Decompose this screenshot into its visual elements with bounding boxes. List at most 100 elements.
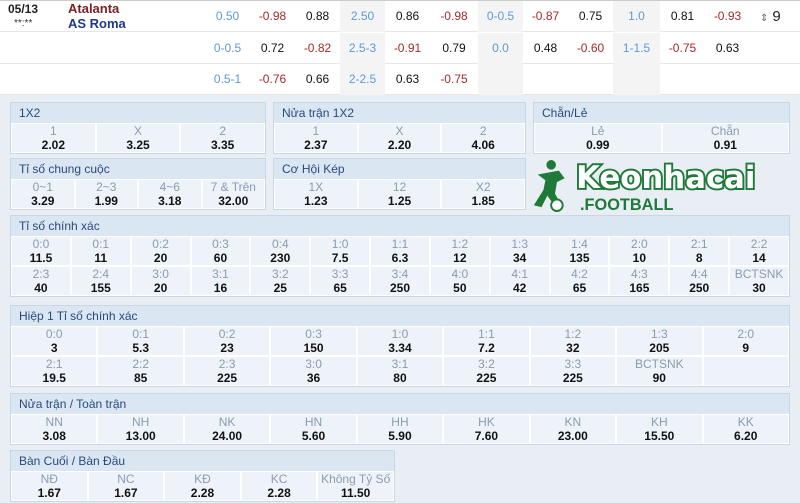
odds-value[interactable]: -0.75 <box>440 72 468 86</box>
odds-value[interactable]: -0.98 <box>440 9 468 23</box>
odds-cell[interactable]: 7 & Trên 32.00 <box>202 180 264 208</box>
odds-value[interactable]: -0.82 <box>303 41 332 55</box>
odds-cell[interactable]: HN 5.60 <box>271 415 356 443</box>
odds-cell[interactable]: 1X 1.23 <box>275 180 357 208</box>
handicap-line[interactable]: 1-1.5 <box>613 33 660 64</box>
odds-cell[interactable]: 2:1 19.5 <box>12 357 97 385</box>
odds-value[interactable]: 0.75 <box>578 9 603 23</box>
odds-cell[interactable]: 3:4 250 <box>371 267 429 295</box>
odds-value[interactable]: -0.75 <box>668 41 697 55</box>
odds-cell[interactable]: 2:1 8 <box>670 237 729 265</box>
odds-value[interactable]: -0.91 <box>393 41 422 55</box>
handicap-line[interactable]: 2-2.5 <box>340 64 385 95</box>
odds-cell[interactable]: 1:0 7.5 <box>311 237 370 265</box>
odds-cell[interactable]: 1:3 205 <box>617 327 702 355</box>
odds-value[interactable]: 0.48 <box>533 41 558 55</box>
handicap-line[interactable]: 2.50 <box>340 1 385 32</box>
odds-cell[interactable]: Chẵn 0.91 <box>662 124 788 152</box>
odds-cell[interactable]: 3:3 225 <box>530 357 616 385</box>
odds-cell[interactable]: 2:0 9 <box>703 327 788 355</box>
odds-cell[interactable]: 2 3.35 <box>181 124 265 152</box>
odds-cell[interactable]: HK 7.60 <box>444 415 529 443</box>
odds-cell[interactable]: 2:3 225 <box>184 357 270 385</box>
away-team[interactable]: AS Roma <box>68 16 126 31</box>
odds-cell[interactable]: 3:0 36 <box>271 357 356 385</box>
odds-cell[interactable]: 0:0 11.5 <box>12 237 70 265</box>
handicap-line[interactable]: 0.5-1 <box>213 72 242 86</box>
odds-cell[interactable]: 1 2.37 <box>275 124 357 152</box>
odds-cell[interactable]: 4~6 3.18 <box>139 180 201 208</box>
odds-value[interactable]: 0.86 <box>395 9 420 23</box>
odds-cell[interactable]: Không Tỷ Số 11.50 <box>318 472 393 500</box>
odds-cell[interactable]: 0:0 3 <box>12 327 97 355</box>
odds-value[interactable]: 0.72 <box>260 41 285 55</box>
odds-cell[interactable]: BCTSNK 30 <box>730 267 788 295</box>
odds-cell[interactable]: 4:2 65 <box>550 267 609 295</box>
odds-cell[interactable]: 2:0 10 <box>610 237 669 265</box>
more-odds-button[interactable]: ⇕ 9 <box>760 8 781 27</box>
odds-cell[interactable]: 3:2 225 <box>444 357 529 385</box>
odds-cell[interactable]: KH 15.50 <box>617 415 702 443</box>
odds-cell[interactable]: 1:1 7.2 <box>444 327 529 355</box>
odds-cell[interactable]: 4:4 250 <box>670 267 729 295</box>
odds-value[interactable]: -0.98 <box>258 9 287 23</box>
odds-value[interactable]: 0.81 <box>670 9 695 23</box>
odds-value[interactable]: -0.87 <box>531 9 560 23</box>
odds-cell[interactable]: NC 1.67 <box>88 472 164 500</box>
odds-value[interactable]: 0.63 <box>395 72 420 86</box>
handicap-line[interactable]: 2.5-3 <box>340 33 385 64</box>
odds-cell[interactable]: 3:1 16 <box>191 267 250 295</box>
odds-value[interactable]: 0.63 <box>715 41 740 55</box>
odds-cell[interactable]: 2:4 155 <box>71 267 130 295</box>
odds-cell[interactable]: KN 23.00 <box>530 415 616 443</box>
odds-cell[interactable]: 0:2 23 <box>184 327 270 355</box>
odds-cell[interactable]: 1:1 6.3 <box>371 237 429 265</box>
odds-cell[interactable]: 1 2.02 <box>12 124 95 152</box>
odds-cell[interactable]: 4:3 165 <box>610 267 669 295</box>
odds-cell[interactable]: 0:3 60 <box>191 237 250 265</box>
odds-value[interactable]: -0.93 <box>713 9 742 23</box>
odds-cell[interactable]: 4:1 42 <box>490 267 549 295</box>
odds-cell[interactable]: 0~1 3.29 <box>12 180 74 208</box>
odds-cell[interactable]: 2:2 85 <box>98 357 183 385</box>
odds-value[interactable]: 0.66 <box>305 72 330 86</box>
odds-cell[interactable]: 4:0 50 <box>430 267 489 295</box>
odds-cell[interactable]: 3:3 65 <box>311 267 370 295</box>
odds-cell[interactable]: KC 2.28 <box>241 472 317 500</box>
handicap-line[interactable]: 1.0 <box>613 1 660 32</box>
odds-cell[interactable]: 1:3 34 <box>490 237 549 265</box>
odds-cell[interactable]: X 3.25 <box>96 124 180 152</box>
odds-cell[interactable]: NN 3.08 <box>12 415 97 443</box>
odds-cell[interactable]: BCTSNK 90 <box>617 357 702 385</box>
odds-cell[interactable]: 1:0 3.34 <box>357 327 443 355</box>
odds-cell[interactable]: 0:4 230 <box>251 237 310 265</box>
handicap-line[interactable]: 0.0 <box>478 33 523 64</box>
odds-cell[interactable]: 1:4 135 <box>550 237 609 265</box>
odds-cell[interactable]: NH 13.00 <box>98 415 183 443</box>
odds-cell[interactable]: X 2.20 <box>358 124 441 152</box>
odds-cell[interactable]: 0:1 5.3 <box>98 327 183 355</box>
odds-value[interactable]: -0.60 <box>576 41 605 55</box>
odds-value[interactable]: 0.88 <box>305 9 330 23</box>
odds-cell[interactable]: 3:1 80 <box>357 357 443 385</box>
handicap-line[interactable]: 0-0.5 <box>478 1 523 32</box>
odds-cell[interactable]: 3:2 25 <box>251 267 310 295</box>
odds-value[interactable]: -0.76 <box>258 72 287 86</box>
odds-cell[interactable]: Lẻ 0.99 <box>535 124 661 152</box>
odds-cell[interactable]: NK 24.00 <box>184 415 270 443</box>
odds-value[interactable]: 0.79 <box>442 41 466 55</box>
odds-cell[interactable]: 2:2 14 <box>730 237 788 265</box>
odds-cell[interactable]: KĐ 2.28 <box>165 472 240 500</box>
odds-cell[interactable]: 3:0 20 <box>131 267 190 295</box>
odds-cell[interactable]: 2:3 40 <box>12 267 70 295</box>
odds-cell[interactable]: 1:2 12 <box>430 237 489 265</box>
odds-cell[interactable]: 0:3 150 <box>271 327 356 355</box>
odds-cell[interactable]: HH 5.90 <box>357 415 443 443</box>
odds-cell[interactable]: 12 1.25 <box>358 180 441 208</box>
odds-cell[interactable]: KK 6.20 <box>703 415 788 443</box>
handicap-line[interactable]: 0-0.5 <box>213 41 242 55</box>
odds-cell[interactable]: 0:2 20 <box>131 237 190 265</box>
handicap-line[interactable]: 0.50 <box>215 9 240 23</box>
odds-cell[interactable]: 0:1 11 <box>71 237 130 265</box>
odds-cell[interactable]: 2 4.06 <box>442 124 525 152</box>
